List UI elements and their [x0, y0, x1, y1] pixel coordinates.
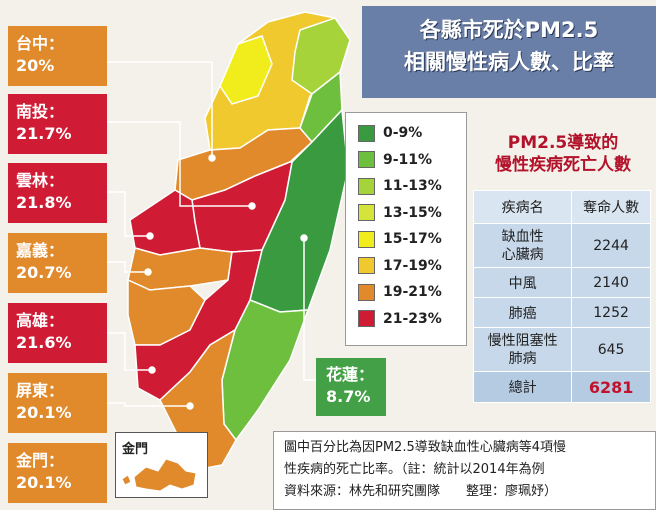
legend-label: 19-21% — [383, 284, 442, 301]
table-cell-disease: 中風 — [472, 267, 573, 298]
table-total-value: 6281 — [571, 371, 651, 403]
legend-item: 21-23% — [358, 306, 466, 333]
table-row: 肺癌 1252 — [472, 297, 651, 328]
legend-swatch — [358, 204, 375, 222]
legend-item: 17-19% — [358, 253, 466, 280]
table-cell-disease: 慢性阻塞性 肺病 — [472, 327, 573, 372]
county-value: 20% — [16, 56, 55, 75]
table-cell-deaths: 1252 — [571, 297, 651, 328]
county-value: 21.7% — [16, 124, 72, 143]
county-label-hualien: 花蓮： 8.7% — [316, 358, 386, 416]
disease-name: 缺血性 心臟病 — [501, 228, 544, 263]
legend-swatch — [358, 177, 375, 195]
county-value: 21.6% — [16, 333, 72, 352]
table-title-line-2: 慢性疾病死亡人數 — [495, 155, 631, 175]
table-title-line-1: PM2.5導致的 — [507, 133, 619, 153]
kinmen-inset-label: 金門 — [122, 442, 149, 457]
county-name: 金門： — [16, 451, 65, 470]
table-row: 缺血性 心臟病 2244 — [472, 223, 651, 268]
legend-swatch — [358, 124, 375, 142]
title-line-1: 各縣市死於PM2.5 — [419, 18, 599, 42]
table-header-deaths: 奪命人數 — [571, 190, 651, 224]
table-title: PM2.5導致的 慢性疾病死亡人數 — [470, 132, 656, 176]
legend-label: 15-17% — [383, 231, 442, 248]
map-region-kaohsiung — [134, 249, 263, 401]
map-title: 各縣市死於PM2.5 相關慢性病人數、比率 — [362, 6, 656, 98]
legend-swatch — [358, 257, 375, 275]
table-cell-deaths: 645 — [571, 327, 651, 372]
county-label: 南投： 21.7% — [8, 94, 107, 154]
county-label: 台中： 20% — [8, 26, 107, 86]
legend-swatch — [358, 230, 375, 248]
legend-swatch — [358, 310, 375, 328]
legend-item: 9-11% — [358, 147, 466, 174]
table-header-disease: 疾病名 — [472, 190, 573, 224]
map-region-chiayi — [127, 247, 233, 291]
county-label: 金門： 20.1% — [8, 443, 107, 503]
county-label: 高雄： 21.6% — [8, 303, 107, 363]
footnote-line-3: 資料來源：林先和研究團隊 整理：廖珮妤） — [284, 484, 558, 499]
legend-label: 13-15% — [383, 204, 442, 221]
legend-label: 21-23% — [383, 310, 442, 327]
county-name: 花蓮： — [326, 365, 375, 384]
table-total-row: 總計 6281 — [472, 371, 651, 403]
legend-item: 0-9% — [358, 120, 466, 147]
legend-item: 11-13% — [358, 173, 466, 200]
county-name: 嘉義： — [16, 241, 65, 260]
table-row: 中風 2140 — [472, 267, 651, 298]
county-name: 台中： — [16, 34, 65, 53]
legend-label: 9-11% — [383, 151, 433, 168]
legend-item: 19-21% — [358, 279, 466, 306]
legend-label: 11-13% — [383, 178, 442, 195]
county-label: 嘉義： 20.7% — [8, 233, 107, 293]
deaths-table: 疾病名 奪命人數 缺血性 心臟病 2244 中風 2140 肺癌 1252 慢性… — [472, 190, 651, 403]
table-cell-disease: 缺血性 心臟病 — [472, 223, 573, 268]
county-value: 20.1% — [16, 473, 72, 492]
footnote: 圖中百分比為因PM2.5導致缺血性心臟病等4項慢 性疾病的死亡比率。（註：統計以… — [273, 431, 656, 510]
table-cell-deaths: 2244 — [571, 223, 651, 268]
table-row: 慢性阻塞性 肺病 645 — [472, 327, 651, 372]
footnote-line-2: 性疾病的死亡比率。（註：統計以2014年為例 — [284, 462, 545, 477]
county-name: 南投： — [16, 102, 65, 121]
county-name: 屏東： — [16, 381, 65, 400]
color-legend: 0-9% 9-11% 11-13% 13-15% 15-17% 17-19% 19-21% 2… — [345, 112, 467, 346]
county-label: 屏東： 20.1% — [8, 373, 107, 433]
county-name: 高雄： — [16, 311, 65, 330]
county-value: 8.7% — [326, 387, 371, 406]
disease-name: 慢性阻塞性 肺病 — [487, 332, 558, 367]
table-header-row: 疾病名 奪命人數 — [472, 190, 651, 224]
county-value: 20.1% — [16, 403, 72, 422]
map-region-taoyuan — [219, 35, 273, 105]
kinmen-inset: 金門 — [115, 432, 208, 498]
table-total-label: 總計 — [472, 371, 573, 403]
county-value: 21.8% — [16, 193, 72, 212]
county-value: 20.7% — [16, 263, 72, 282]
legend-item: 15-17% — [358, 226, 466, 253]
table-cell-disease: 肺癌 — [472, 297, 573, 328]
county-name: 雲林： — [16, 171, 65, 190]
kinmen-map — [121, 458, 197, 492]
legend-item: 13-15% — [358, 200, 466, 227]
legend-swatch — [358, 283, 375, 301]
footnote-line-1: 圖中百分比為因PM2.5導致缺血性心臟病等4項慢 — [284, 440, 567, 455]
legend-label: 17-19% — [383, 257, 442, 274]
legend-swatch — [358, 151, 375, 169]
county-label: 雲林： 21.8% — [8, 163, 107, 223]
map-region-yunlin — [129, 189, 201, 256]
table-cell-deaths: 2140 — [571, 267, 651, 298]
legend-label: 0-9% — [383, 125, 423, 142]
title-line-2: 相關慢性病人數、比率 — [404, 50, 614, 74]
